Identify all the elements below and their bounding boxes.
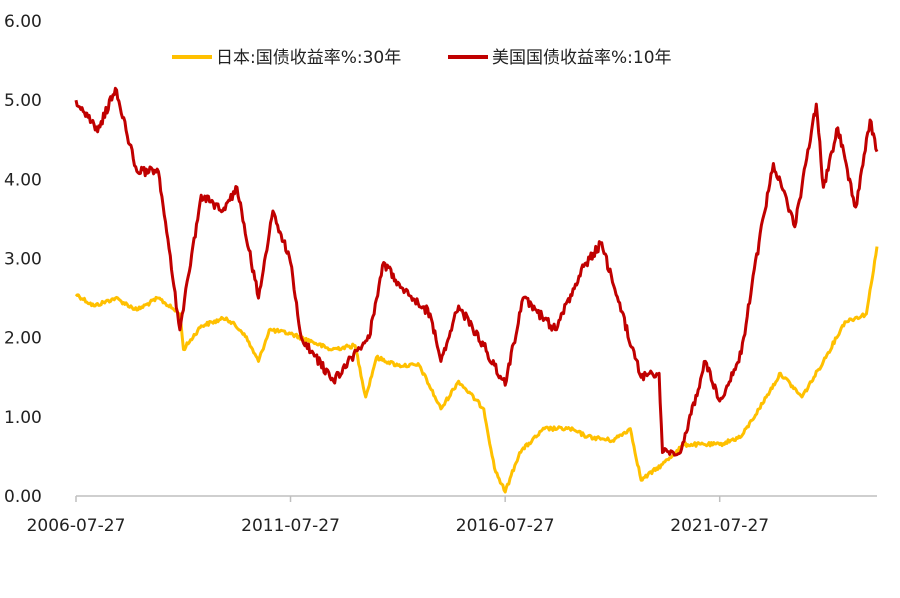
x-axis: 2006-07-27 2011-07-27 2016-07-27 2021-07-27 xyxy=(27,495,877,536)
y-tick-label: 2.00 xyxy=(4,329,42,349)
x-tick-label: 2006-07-27 xyxy=(27,516,126,536)
series-line-japan-30y xyxy=(74,246,879,494)
plot-area xyxy=(74,86,879,494)
x-tick-label: 2021-07-27 xyxy=(670,516,769,536)
x-tick-label: 2016-07-27 xyxy=(456,516,555,536)
legend: 日本:国债收益率%:30年 美国国债收益率%:10年 xyxy=(172,48,672,68)
legend-label-japan-30y: 日本:国债收益率%:30年 xyxy=(216,48,401,68)
y-tick-label: 4.00 xyxy=(4,170,42,190)
y-tick-label: 5.00 xyxy=(4,91,42,111)
x-tick-label: 2011-07-27 xyxy=(241,516,340,536)
y-tick-label: 3.00 xyxy=(4,250,42,270)
y-tick-label: 0.00 xyxy=(4,487,42,507)
y-tick-label: 6.00 xyxy=(4,12,42,32)
series-line-us-10y xyxy=(74,86,879,457)
legend-label-us-10y: 美国国债收益率%:10年 xyxy=(492,48,672,68)
y-tick-label: 1.00 xyxy=(4,408,42,428)
y-axis: 0.00 1.00 2.00 3.00 4.00 5.00 6.00 xyxy=(4,12,42,507)
